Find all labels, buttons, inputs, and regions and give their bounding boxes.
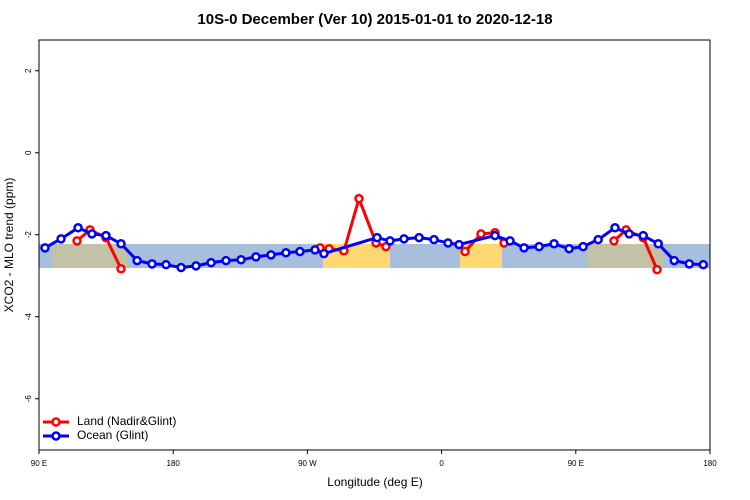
point <box>87 229 97 239</box>
point <box>221 255 231 266</box>
point <box>669 255 679 266</box>
point <box>281 248 291 258</box>
point <box>564 243 574 254</box>
point <box>399 234 409 244</box>
point <box>236 255 246 265</box>
point <box>147 259 157 269</box>
point <box>191 261 201 271</box>
x-tick-label: 90 W <box>298 459 317 468</box>
point <box>610 223 620 233</box>
point <box>310 245 320 255</box>
point <box>372 232 382 243</box>
legend-label: Land (Nadir&Glint) <box>77 414 176 428</box>
y-tick-label: -2 <box>24 231 33 239</box>
x-axis-label: Longitude (deg E) <box>327 475 422 489</box>
point <box>132 255 142 266</box>
point <box>251 252 261 262</box>
legend-label: Ocean (Glint) <box>77 428 148 442</box>
point <box>161 259 171 270</box>
legend-marker <box>51 417 61 427</box>
y-tick-label: 0 <box>24 150 33 155</box>
legend-marker <box>51 431 61 441</box>
point <box>385 236 395 246</box>
y-tick-label: -4 <box>24 313 33 321</box>
x-tick-label: 0 <box>439 459 444 468</box>
point <box>593 234 603 245</box>
point <box>578 241 588 252</box>
chart-title: 10S-0 December (Ver 10) 2015-01-01 to 20… <box>197 11 552 28</box>
point <box>354 193 364 204</box>
point <box>519 243 529 253</box>
point <box>460 246 470 257</box>
point <box>443 238 453 248</box>
x-tick-label: 180 <box>167 459 181 468</box>
point <box>176 262 186 273</box>
point <box>454 239 464 250</box>
point <box>684 259 695 269</box>
point <box>638 230 648 241</box>
point <box>116 264 126 274</box>
y-axis-label: XCO2 - MLO trend (ppm) <box>2 178 16 313</box>
y-tick-label: 2 <box>24 68 33 73</box>
point <box>624 229 634 239</box>
point <box>414 232 424 243</box>
point <box>295 246 305 257</box>
point <box>40 243 50 253</box>
point <box>490 230 500 241</box>
point <box>56 234 66 244</box>
point <box>609 236 619 246</box>
point <box>266 250 276 260</box>
y-tick-label: -6 <box>24 395 33 403</box>
point <box>319 248 329 259</box>
x-tick-label: 90 E <box>568 459 584 468</box>
plot-frame <box>38 39 711 451</box>
x-tick-label: 180 <box>703 459 717 468</box>
point <box>549 239 559 249</box>
point <box>72 236 82 246</box>
point <box>534 241 544 252</box>
point <box>653 239 664 249</box>
point <box>505 236 515 246</box>
point <box>73 223 83 233</box>
point <box>698 259 709 270</box>
point <box>206 257 216 268</box>
point <box>101 230 111 241</box>
x-tick-label: 90 E <box>31 459 47 468</box>
point <box>116 239 126 249</box>
point <box>652 264 662 275</box>
point <box>476 229 486 239</box>
point <box>429 234 439 245</box>
